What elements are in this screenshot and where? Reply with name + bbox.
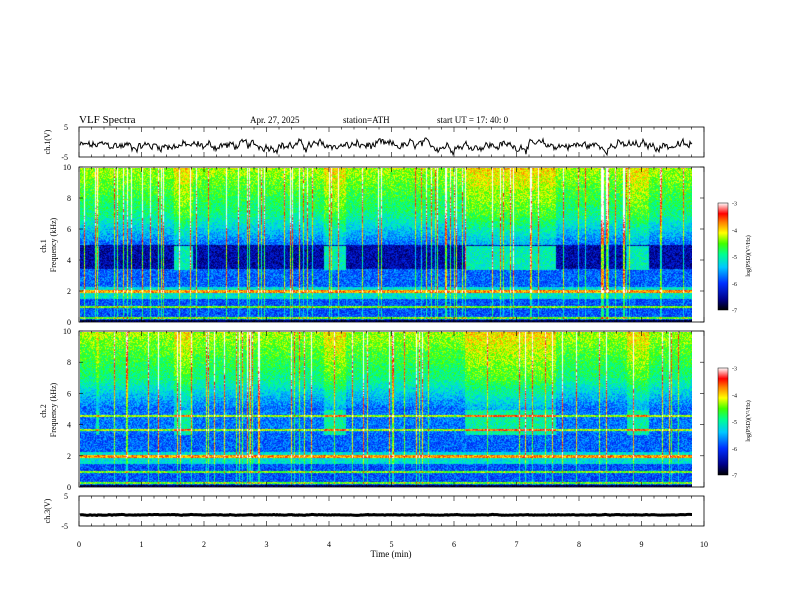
time-tick-label: 7 xyxy=(515,540,519,549)
time-tick-label: 0 xyxy=(77,540,81,549)
ch2-colorbar xyxy=(717,367,729,476)
colorbar-tick-label: -5 xyxy=(732,420,737,426)
ch3-voltage-panel: 5 -5 ch.3(V) xyxy=(43,492,705,531)
freq-tick-label: 4 xyxy=(67,421,71,430)
freq-tick-label: 10 xyxy=(63,163,71,172)
ch1-voltage-trace xyxy=(79,137,693,157)
colorbar-tick-label: -6 xyxy=(732,282,737,288)
ch1-freq-ylabel: ch.1 Frequency (kHz) xyxy=(39,217,58,272)
freq-tick-label: 2 xyxy=(67,452,71,461)
freq-tick-label: 8 xyxy=(67,358,71,367)
ch1-colorbar-ticks: -3 -4 -5 -6 -7 xyxy=(732,202,737,315)
time-tick-label: 3 xyxy=(265,540,269,549)
ch2-colorbar-ticks: -3 -4 -5 -6 -7 xyxy=(732,367,737,480)
colorbar-tick-label: -6 xyxy=(732,447,737,453)
freq-tick-label: 0 xyxy=(67,483,71,492)
colorbar-tick-label: -7 xyxy=(732,309,737,315)
ch1-colorbar-label: log(PSD)(V²/Hz) xyxy=(745,235,752,276)
ch1-ytick-top: 5 xyxy=(64,123,68,132)
freq-tick-label: 2 xyxy=(67,287,71,296)
time-axis-label: Time (min) xyxy=(371,549,412,559)
ch3-ytick-top: 5 xyxy=(64,492,68,501)
time-tick-label: 8 xyxy=(577,540,581,549)
time-tick-label: 9 xyxy=(640,540,644,549)
colorbar-tick-label: -4 xyxy=(732,393,737,399)
colorbar-tick-label: -3 xyxy=(732,202,737,208)
ch3-ytick-bottom: -5 xyxy=(61,522,68,531)
colorbar-tick-label: -7 xyxy=(732,474,737,480)
ch1-voltage-ylabel: ch.1(V) xyxy=(43,129,52,154)
colorbar-tick-label: -5 xyxy=(732,255,737,261)
freq-tick-label: 6 xyxy=(67,389,71,398)
time-tick-label: 1 xyxy=(140,540,144,549)
freq-tick-label: 6 xyxy=(67,225,71,234)
figure-title: VLF Spectra xyxy=(79,114,136,126)
time-tick-label: 5 xyxy=(390,540,394,549)
ch2-freq-ylabel: ch.2 Frequency (kHz) xyxy=(39,382,58,437)
ch1-ytick-bottom: -5 xyxy=(61,153,68,162)
ch1-colorbar xyxy=(717,202,729,311)
colorbar-tick-label: -4 xyxy=(732,228,737,234)
ch1-freq-tick-labels: 0 2 4 6 8 10 xyxy=(63,163,704,327)
freq-tick-label: 0 xyxy=(67,318,71,327)
date-label: Apr. 27, 2025 xyxy=(250,115,300,125)
time-axis-tick-labels: 0 1 2 3 4 5 6 7 8 9 10 xyxy=(77,540,708,549)
freq-tick-label: 8 xyxy=(67,194,71,203)
ch2-freq-tick-labels: 0 2 4 6 8 10 xyxy=(63,327,704,492)
start-ut-label: start UT = 17: 40: 0 xyxy=(437,115,509,125)
freq-tick-label: 10 xyxy=(63,327,71,336)
ch1-voltage-panel: 5 -5 ch.1(V) xyxy=(43,123,705,162)
time-tick-label: 6 xyxy=(452,540,456,549)
freq-tick-label: 4 xyxy=(67,256,71,265)
ch3-voltage-trace xyxy=(79,512,693,517)
time-tick-label: 2 xyxy=(202,540,206,549)
ch1-spectrogram-heatmap xyxy=(80,168,692,322)
colorbar-tick-label: -3 xyxy=(732,367,737,373)
ch2-spectrogram-heatmap xyxy=(80,332,692,487)
time-tick-label: 10 xyxy=(700,540,708,549)
time-tick-label: 4 xyxy=(327,540,331,549)
ch2-colorbar-label: log(PSD)(V²/Hz) xyxy=(745,400,752,441)
station-label: station=ATH xyxy=(343,115,390,125)
ch3-voltage-ylabel: ch.3(V) xyxy=(43,498,52,523)
time-axis-ticks xyxy=(78,127,705,526)
